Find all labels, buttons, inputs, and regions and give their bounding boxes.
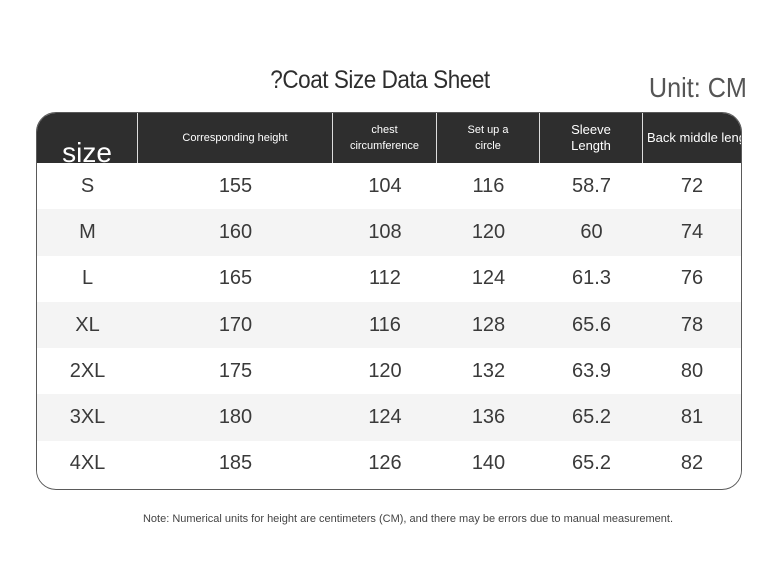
cell-height: 160 xyxy=(218,220,253,243)
unit-label: Unit: CM xyxy=(648,72,747,103)
measurement-note: Note: Numerical units for height are cen… xyxy=(142,513,674,525)
cell-size: XL xyxy=(75,313,100,336)
table-row: XL 170 116 128 65.6 78 xyxy=(37,301,741,349)
cell-sleeve: 65.2 xyxy=(572,406,611,429)
cell-chest: 126 xyxy=(368,452,402,475)
table-row: 2XL 175 120 132 63.9 80 xyxy=(37,348,741,395)
cell-circle: 136 xyxy=(471,406,506,429)
cell-sleeve: 65.6 xyxy=(572,313,611,336)
cell-back-length: 82 xyxy=(680,452,704,475)
cell-circle: 124 xyxy=(471,267,506,290)
cell-circle: 116 xyxy=(472,174,505,197)
cell-sleeve: 63.9 xyxy=(572,359,611,382)
cell-back-length: 76 xyxy=(680,267,704,290)
table-row: 3XL 180 124 136 65.2 81 xyxy=(37,394,741,441)
cell-back-length: 80 xyxy=(680,359,704,382)
cell-sleeve: 60 xyxy=(580,220,603,243)
cell-size: M xyxy=(79,220,96,243)
cell-circle: 128 xyxy=(471,313,506,336)
cell-back-length: 78 xyxy=(680,313,704,336)
header-height-label: Corresponding height xyxy=(182,132,288,144)
cell-height: 180 xyxy=(218,406,253,429)
cell-back-length: 74 xyxy=(680,220,704,243)
cell-sleeve: 61.3 xyxy=(572,267,611,290)
header-size-label: size xyxy=(62,137,112,164)
cell-chest: 116 xyxy=(369,313,401,336)
header-chest-label: chest circumference xyxy=(349,124,420,152)
cell-height: 175 xyxy=(218,359,253,382)
cell-chest: 104 xyxy=(368,174,402,197)
cell-circle: 132 xyxy=(471,359,506,382)
cell-size: L xyxy=(81,267,94,290)
cell-back-length: 81 xyxy=(680,406,704,429)
header-back-length-label: Back middle length xyxy=(647,130,741,145)
size-table: size Corresponding height chest circumfer… xyxy=(36,112,742,490)
cell-height: 185 xyxy=(218,452,253,475)
cell-chest: 112 xyxy=(369,267,401,290)
header-circle-label: Set up a circle xyxy=(467,124,509,152)
cell-size: 3XL xyxy=(69,406,106,429)
table-body: S 155 104 116 58.7 72 M 160 108 120 60 74 L 165 112 124… xyxy=(37,163,741,488)
header-height: Corresponding height xyxy=(138,113,333,163)
cell-chest: 120 xyxy=(368,359,402,382)
cell-size: S xyxy=(80,174,95,197)
header-sleeve: Sleeve Length xyxy=(540,113,643,163)
cell-sleeve: 65.2 xyxy=(572,452,611,475)
header-sleeve-label: Sleeve Length xyxy=(571,122,611,153)
table-row: S 155 104 116 58.7 72 xyxy=(37,163,741,210)
cell-size: 2XL xyxy=(69,359,106,382)
cell-chest: 124 xyxy=(368,406,402,429)
cell-sleeve: 58.7 xyxy=(572,174,611,197)
table-header-row: size Corresponding height chest circumfer… xyxy=(37,113,741,163)
header-circle: Set up a circle xyxy=(437,113,540,163)
header-back-length: Back middle length xyxy=(643,113,741,163)
header-chest: chest circumference xyxy=(333,113,437,163)
table-row: 4XL 185 126 140 65.2 82 xyxy=(37,440,741,488)
header-size: size xyxy=(37,113,138,163)
cell-chest: 108 xyxy=(368,220,402,243)
cell-height: 155 xyxy=(218,174,253,197)
cell-size: 4XL xyxy=(69,452,106,475)
cell-back-length: 72 xyxy=(680,174,704,197)
cell-height: 170 xyxy=(218,313,253,336)
cell-circle: 140 xyxy=(471,452,506,475)
cell-height: 165 xyxy=(218,267,253,290)
table-row: L 165 112 124 61.3 76 xyxy=(37,255,741,302)
sheet-title: ?Coat Size Data Sheet xyxy=(270,66,490,94)
table-row: M 160 108 120 60 74 xyxy=(37,209,741,256)
cell-circle: 120 xyxy=(471,220,506,243)
